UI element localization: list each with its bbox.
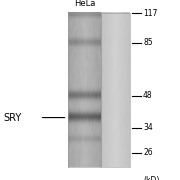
- Text: 85: 85: [143, 39, 153, 48]
- Text: 48: 48: [143, 91, 153, 100]
- Text: 117: 117: [143, 9, 158, 18]
- Text: (kD): (kD): [143, 176, 159, 180]
- Text: SRY: SRY: [4, 112, 22, 123]
- Text: 34: 34: [143, 123, 153, 132]
- Text: HeLa: HeLa: [74, 0, 95, 8]
- Text: 26: 26: [143, 148, 153, 157]
